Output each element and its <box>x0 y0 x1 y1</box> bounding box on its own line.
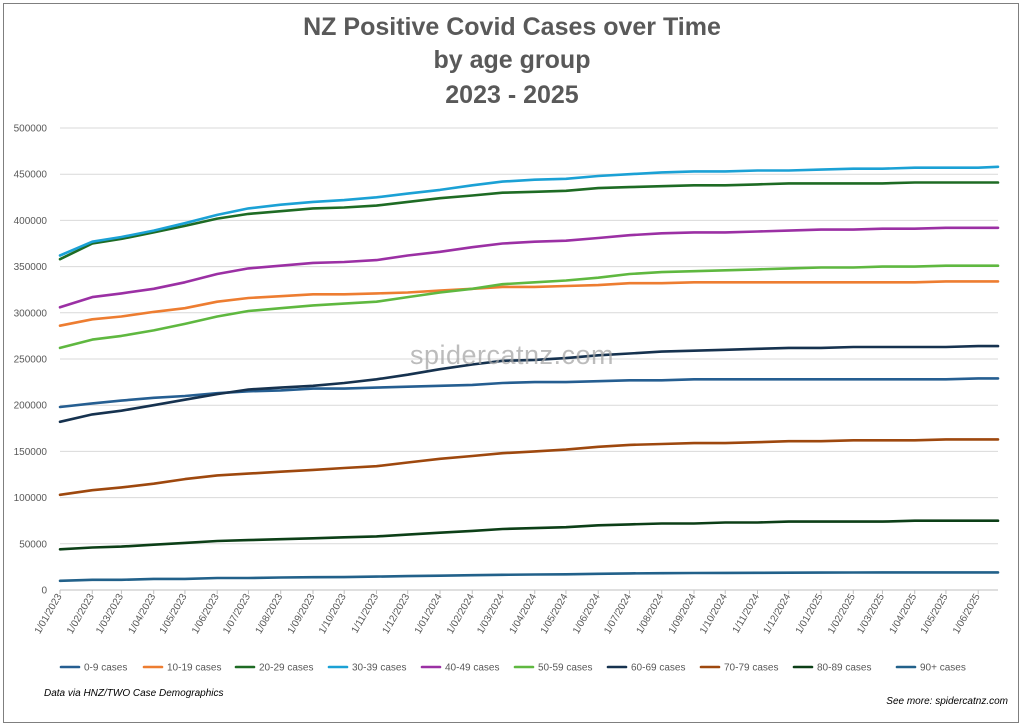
x-tick-label: 1/06/2025 <box>951 592 983 636</box>
legend-entry: 80-89 cases <box>817 663 871 674</box>
legend-entry: 30-39 cases <box>352 663 406 674</box>
y-tick-label: 450000 <box>14 170 48 181</box>
x-tick-label: 1/06/2023 <box>190 592 222 636</box>
y-tick-label: 350000 <box>14 262 48 273</box>
series-line <box>58 438 1000 497</box>
legend-entry: 40-49 cases <box>445 663 499 674</box>
x-tick-label: 1/02/2024 <box>445 592 477 636</box>
y-tick-label: 300000 <box>14 308 48 319</box>
x-tick-label: 1/03/2024 <box>475 592 507 636</box>
y-tick-label: 150000 <box>14 447 48 458</box>
x-tick-label: 1/05/2024 <box>539 592 571 636</box>
x-tick-label: 1/10/2024 <box>698 592 730 636</box>
watermark-text: spidercatnz.com <box>409 340 615 370</box>
legend-entry: 0-9 cases <box>84 663 127 674</box>
series-line <box>58 165 1000 257</box>
series-line <box>58 571 1000 583</box>
x-tick-label: 1/01/2024 <box>413 592 445 636</box>
legend-entry: 10-19 cases <box>167 663 221 674</box>
x-tick-label: 1/04/2024 <box>508 592 540 636</box>
chart-title-line-3: 2023 - 2025 <box>445 81 579 109</box>
x-tick-label: 1/09/2024 <box>667 592 699 636</box>
y-tick-label: 100000 <box>14 493 48 504</box>
x-tick-label: 1/07/2023 <box>221 592 253 636</box>
legend-entry: 60-69 cases <box>631 663 685 674</box>
x-tick-label: 1/02/2023 <box>65 592 97 636</box>
x-tick-label: 1/04/2025 <box>888 592 920 636</box>
x-tick-label: 1/03/2025 <box>855 592 887 636</box>
x-tick-label: 1/12/2023 <box>381 592 413 636</box>
x-tick-label: 1/11/2023 <box>350 592 382 636</box>
chart-title-line-2: by age group <box>433 46 591 74</box>
x-tick-label: 1/05/2025 <box>919 592 951 636</box>
series-line <box>58 264 1000 350</box>
series-line <box>58 519 1000 551</box>
legend-entry: 20-29 cases <box>259 663 313 674</box>
y-tick-label: 250000 <box>14 355 48 366</box>
x-tick-label: 1/10/2023 <box>317 592 349 636</box>
y-tick-label: 500000 <box>14 124 48 135</box>
x-tick-label: 1/06/2024 <box>571 592 603 636</box>
y-tick-label: 0 <box>41 586 47 597</box>
legend-entry: 90+ cases <box>920 663 966 674</box>
x-tick-label: 1/08/2023 <box>254 592 286 636</box>
x-tick-label: 1/05/2023 <box>158 592 190 636</box>
y-tick-label: 400000 <box>14 216 48 227</box>
series-line <box>58 377 1000 409</box>
x-tick-label: 1/02/2025 <box>826 592 858 636</box>
series-line <box>58 226 1000 309</box>
series-line <box>58 344 1000 424</box>
chart-frame <box>3 3 1019 723</box>
data-source-note: Data via HNZ/TWO Case Demographics <box>44 688 224 699</box>
x-tick-label: 1/09/2023 <box>286 592 318 636</box>
see-more-note: See more: spidercatnz.com <box>886 696 1008 707</box>
y-tick-label: 200000 <box>14 401 48 412</box>
y-tick-label: 50000 <box>19 539 47 550</box>
x-tick-label: 1/08/2024 <box>635 592 667 636</box>
chart-title-line-1: NZ Positive Covid Cases over Time <box>303 13 721 41</box>
x-tick-label: 1/12/2024 <box>762 592 794 636</box>
x-tick-label: 1/01/2023 <box>33 592 65 636</box>
series-line <box>58 181 1000 261</box>
series-line <box>58 280 1000 328</box>
legend-entry: 70-79 cases <box>724 663 778 674</box>
x-tick-label: 1/07/2024 <box>602 592 634 636</box>
x-tick-label: 1/11/2024 <box>731 592 763 636</box>
x-tick-label: 1/03/2023 <box>94 592 126 636</box>
x-tick-label: 1/01/2025 <box>794 592 826 636</box>
legend-entry: 50-59 cases <box>538 663 592 674</box>
x-tick-label: 1/04/2023 <box>127 592 159 636</box>
